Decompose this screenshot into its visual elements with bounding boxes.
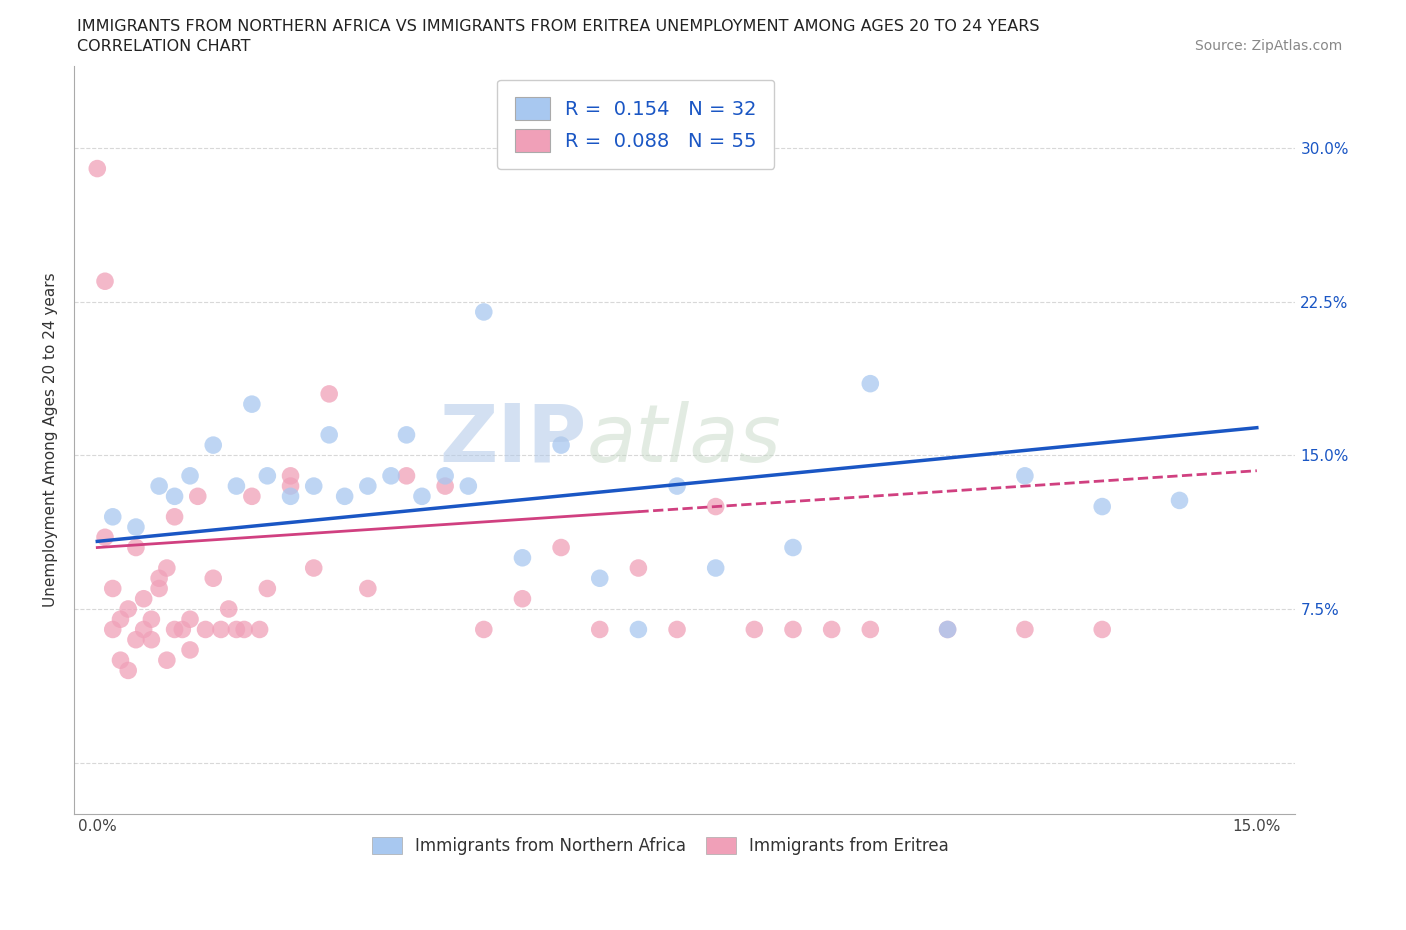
Point xyxy=(172,622,194,637)
Point xyxy=(156,653,179,668)
Point xyxy=(132,622,155,637)
Point xyxy=(141,612,163,627)
Point xyxy=(249,622,271,637)
Point xyxy=(163,622,186,637)
Point xyxy=(704,499,727,514)
Point xyxy=(457,479,479,494)
Point xyxy=(117,602,139,617)
Point xyxy=(627,622,650,637)
Point xyxy=(859,622,882,637)
Point xyxy=(434,479,457,494)
Point xyxy=(472,304,495,319)
Point xyxy=(194,622,217,637)
Point xyxy=(225,622,247,637)
Point xyxy=(202,571,225,586)
Point xyxy=(86,161,108,176)
Point xyxy=(280,479,302,494)
Point xyxy=(141,632,163,647)
Point xyxy=(1014,622,1036,637)
Point xyxy=(357,581,380,596)
Point xyxy=(163,510,186,525)
Point xyxy=(666,479,689,494)
Point xyxy=(148,581,170,596)
Point xyxy=(125,632,148,647)
Point xyxy=(240,397,263,412)
Point xyxy=(179,469,201,484)
Point xyxy=(125,540,148,555)
Point xyxy=(704,561,727,576)
Point xyxy=(225,479,247,494)
Point xyxy=(94,273,117,288)
Point xyxy=(110,653,132,668)
Point xyxy=(280,489,302,504)
Point xyxy=(936,622,959,637)
Point xyxy=(550,540,572,555)
Point xyxy=(434,469,457,484)
Point xyxy=(256,469,278,484)
Point xyxy=(117,663,139,678)
Point xyxy=(411,489,433,504)
Point xyxy=(472,622,495,637)
Text: CORRELATION CHART: CORRELATION CHART xyxy=(77,39,250,54)
Y-axis label: Unemployment Among Ages 20 to 24 years: Unemployment Among Ages 20 to 24 years xyxy=(44,272,58,607)
Point xyxy=(156,561,179,576)
Point xyxy=(395,428,418,443)
Point xyxy=(1014,469,1036,484)
Point xyxy=(132,591,155,606)
Text: IMMIGRANTS FROM NORTHERN AFRICA VS IMMIGRANTS FROM ERITREA UNEMPLOYMENT AMONG AG: IMMIGRANTS FROM NORTHERN AFRICA VS IMMIG… xyxy=(77,19,1040,33)
Point xyxy=(179,643,201,658)
Point xyxy=(936,622,959,637)
Point xyxy=(512,591,534,606)
Point xyxy=(179,612,201,627)
Point xyxy=(187,489,209,504)
Point xyxy=(744,622,766,637)
Point xyxy=(1091,499,1114,514)
Text: ZIP: ZIP xyxy=(440,401,588,479)
Point xyxy=(302,561,325,576)
Point xyxy=(627,561,650,576)
Point xyxy=(589,622,612,637)
Point xyxy=(101,510,124,525)
Point xyxy=(101,622,124,637)
Point xyxy=(512,551,534,565)
Point xyxy=(550,438,572,453)
Point xyxy=(148,479,170,494)
Point xyxy=(110,612,132,627)
Point xyxy=(318,428,340,443)
Point xyxy=(666,622,689,637)
Point xyxy=(820,622,842,637)
Point xyxy=(380,469,402,484)
Point xyxy=(240,489,263,504)
Point xyxy=(333,489,356,504)
Point xyxy=(1091,622,1114,637)
Point xyxy=(782,540,804,555)
Point xyxy=(101,581,124,596)
Text: Source: ZipAtlas.com: Source: ZipAtlas.com xyxy=(1195,39,1343,53)
Text: atlas: atlas xyxy=(588,401,782,479)
Point xyxy=(202,438,225,453)
Point xyxy=(163,489,186,504)
Point xyxy=(1168,493,1191,508)
Point xyxy=(218,602,240,617)
Point xyxy=(357,479,380,494)
Point xyxy=(859,377,882,392)
Legend: Immigrants from Northern Africa, Immigrants from Eritrea: Immigrants from Northern Africa, Immigra… xyxy=(366,830,956,861)
Point xyxy=(280,469,302,484)
Point xyxy=(318,387,340,402)
Point xyxy=(782,622,804,637)
Point xyxy=(125,520,148,535)
Point xyxy=(233,622,256,637)
Point xyxy=(148,571,170,586)
Point xyxy=(256,581,278,596)
Point xyxy=(94,530,117,545)
Point xyxy=(395,469,418,484)
Point xyxy=(209,622,232,637)
Point xyxy=(302,479,325,494)
Point xyxy=(589,571,612,586)
